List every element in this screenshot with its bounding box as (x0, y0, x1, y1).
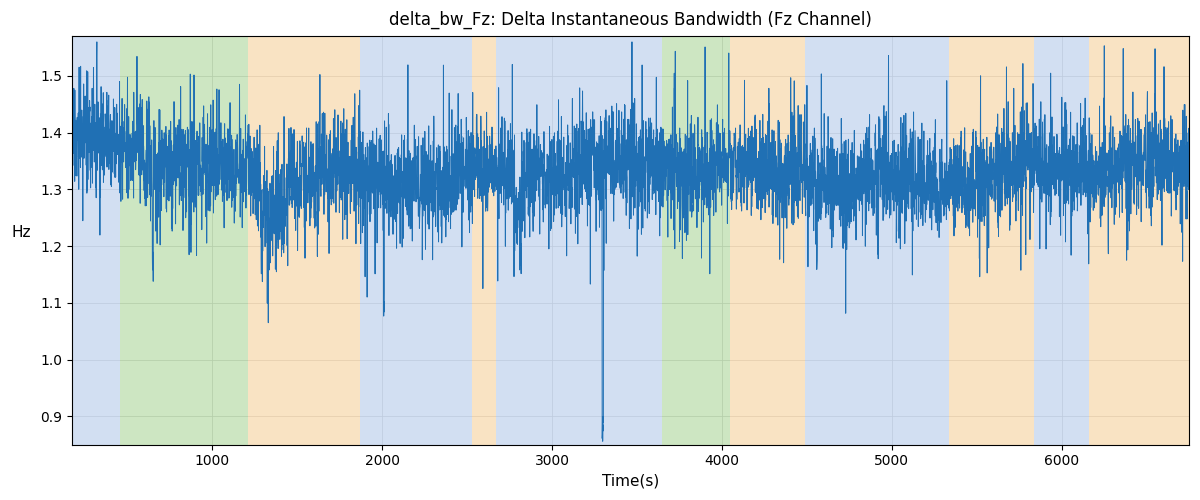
X-axis label: Time(s): Time(s) (602, 474, 659, 489)
Bar (1088, 36, 1189, 445)
Bar (360, 36, 472, 445)
Bar (662, 36, 731, 445)
Bar (805, 36, 949, 445)
Bar (120, 36, 248, 445)
Bar (248, 36, 360, 445)
Bar (949, 36, 1034, 445)
Y-axis label: Hz: Hz (11, 226, 31, 240)
Bar (72, 36, 120, 445)
Bar (731, 36, 805, 445)
Bar (496, 36, 662, 445)
Title: delta_bw_Fz: Delta Instantaneous Bandwidth (Fz Channel): delta_bw_Fz: Delta Instantaneous Bandwid… (389, 11, 872, 30)
Bar (472, 36, 496, 445)
Bar (1034, 36, 1088, 445)
